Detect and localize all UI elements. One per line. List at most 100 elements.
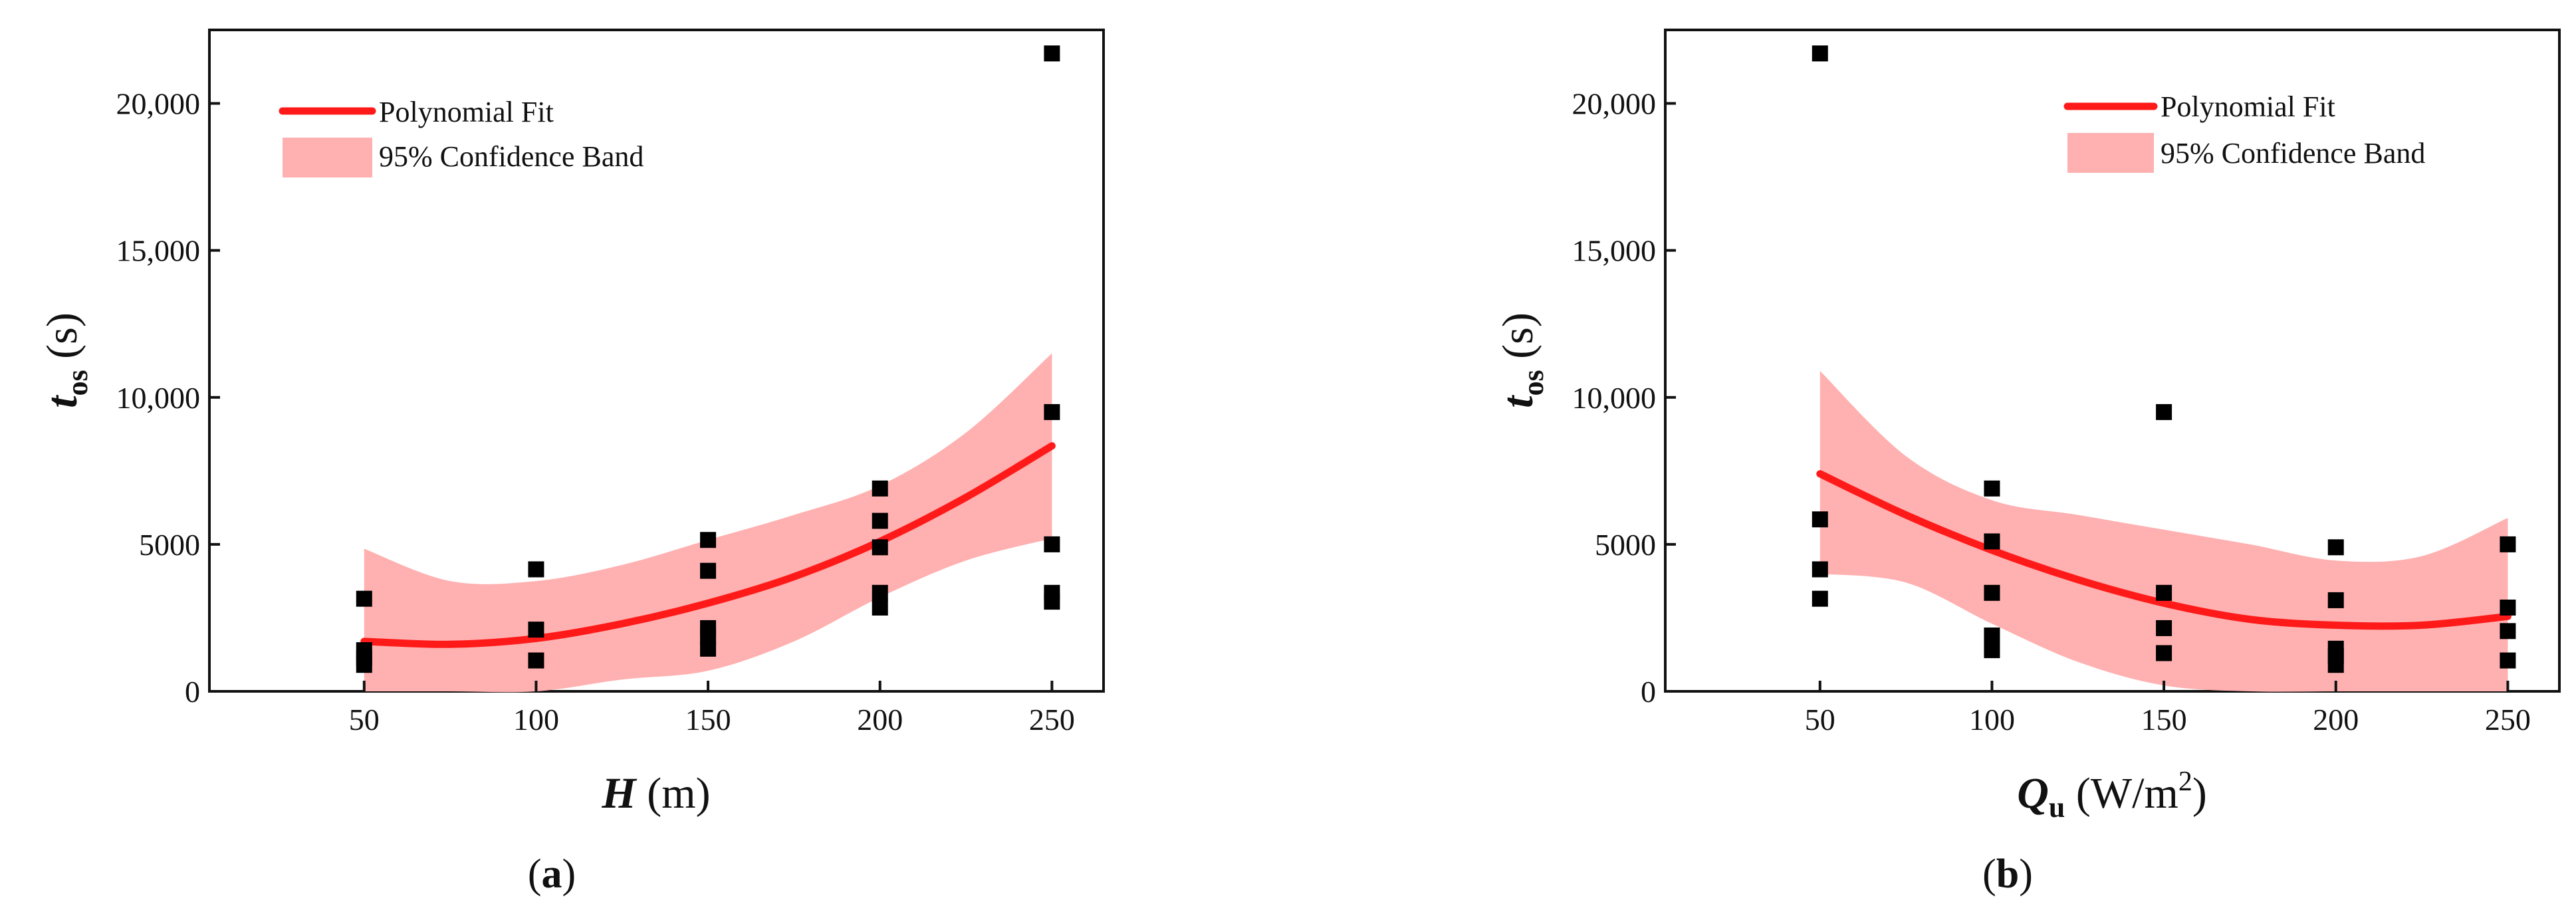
y-axis-ticks: 0 5000 10,000 15,000 20,000 <box>1572 87 1676 709</box>
x-axis-label: Qu (W/m2) <box>2017 766 2207 824</box>
panel-label-a: (a) <box>528 852 576 897</box>
data-point <box>1984 642 2000 659</box>
data-point <box>528 652 544 669</box>
data-point <box>2327 592 2344 608</box>
data-point <box>1044 536 1060 552</box>
data-point <box>2500 599 2516 616</box>
y-axis-label: tos (s) <box>38 312 94 408</box>
fit-layer <box>1816 470 2512 630</box>
polynomial-fit-line <box>1816 470 2512 630</box>
y-axis-unit: (s) <box>1494 312 1542 359</box>
y-tick-label: 20,000 <box>116 87 201 121</box>
x-tick-label: 100 <box>1969 703 2015 737</box>
x-tick-label: 200 <box>857 703 903 737</box>
y-axis-subscript: os <box>1517 370 1550 396</box>
polynomial-fit-line <box>360 442 1056 648</box>
y-tick-label: 5000 <box>1595 528 1656 562</box>
y-tick-label: 15,000 <box>116 234 201 268</box>
plot-frame <box>208 29 1105 693</box>
x-axis-variable: H <box>601 769 638 818</box>
plot-frame <box>1664 29 2561 693</box>
band-layer <box>364 353 1052 693</box>
data-point <box>2327 539 2344 556</box>
x-axis-unit-end: ) <box>2192 769 2207 818</box>
x-axis-subscript: u <box>2049 791 2065 824</box>
data-point <box>356 590 372 607</box>
data-point <box>2500 652 2516 669</box>
legend-fit-label: Polynomial Fit <box>2161 90 2335 123</box>
x-axis-unit: (m) <box>647 769 710 818</box>
data-point <box>700 562 717 579</box>
data-point <box>2156 584 2172 601</box>
chart-panel-b: 50 100 150 200 250 0 5000 10,000 15,000 20,000 P… <box>1494 29 2561 897</box>
x-tick-label: 200 <box>2313 703 2359 737</box>
data-point <box>1984 480 2000 497</box>
data-point <box>1812 511 1828 528</box>
x-axis-variable: Q <box>2017 769 2049 818</box>
x-tick-label: 50 <box>1805 703 1835 737</box>
y-tick-label: 0 <box>1641 675 1656 709</box>
data-point <box>1044 403 1060 420</box>
data-point <box>1812 590 1828 607</box>
data-point <box>872 599 888 616</box>
data-point <box>1812 561 1828 578</box>
data-point <box>700 532 717 548</box>
y-axis-label: tos (s) <box>1494 312 1550 408</box>
y-axis-variable: t <box>38 395 86 408</box>
data-point <box>1984 627 2000 643</box>
y-tick-label: 15,000 <box>1572 234 1657 268</box>
data-point <box>356 657 372 673</box>
x-axis-unit: (W/m <box>2076 769 2178 818</box>
data-point <box>2156 620 2172 636</box>
x-axis-ticks: 50 100 150 200 250 <box>349 681 1075 737</box>
x-tick-label: 150 <box>2141 703 2187 737</box>
data-point <box>700 640 717 657</box>
legend-band-swatch <box>283 138 372 177</box>
legend-fit-label: Polynomial Fit <box>379 96 554 128</box>
x-axis-superscript: 2 <box>2178 766 2192 797</box>
data-point <box>2500 623 2516 639</box>
band-layer <box>1819 370 2508 692</box>
y-tick-label: 0 <box>185 675 200 709</box>
x-tick-label: 150 <box>685 703 731 737</box>
x-tick-label: 100 <box>513 703 559 737</box>
data-point <box>872 513 888 529</box>
y-tick-label: 10,000 <box>116 381 201 415</box>
data-point <box>2500 536 2516 552</box>
data-point <box>2156 403 2172 420</box>
confidence-band <box>1819 370 2508 692</box>
y-tick-label: 5000 <box>139 528 200 562</box>
data-point <box>2156 645 2172 661</box>
data-point <box>528 622 544 638</box>
point-layer <box>1812 45 2516 673</box>
legend-band-label: 95% Confidence Band <box>379 140 644 173</box>
data-point <box>1984 584 2000 601</box>
data-point <box>1812 45 1828 62</box>
legend-band-swatch <box>2067 133 2154 173</box>
confidence-band <box>364 353 1052 693</box>
data-point <box>1044 45 1060 62</box>
y-axis-ticks: 0 5000 10,000 15,000 20,000 <box>116 87 220 709</box>
x-tick-label: 250 <box>2485 703 2531 737</box>
legend-band-label: 95% Confidence Band <box>2161 137 2425 170</box>
y-tick-label: 10,000 <box>1572 381 1657 415</box>
data-point <box>2327 657 2344 673</box>
x-tick-label: 50 <box>349 703 380 737</box>
x-tick-label: 250 <box>1029 703 1075 737</box>
fit-layer <box>360 442 1056 648</box>
point-layer <box>356 45 1060 673</box>
data-point <box>872 480 888 497</box>
data-point <box>872 539 888 556</box>
y-axis-subscript: os <box>61 370 94 396</box>
data-point <box>1044 594 1060 610</box>
y-axis-unit: (s) <box>38 312 86 359</box>
data-point <box>528 561 544 578</box>
panel-label-b: (b) <box>1982 852 2033 897</box>
x-axis-label: H (m) <box>601 769 710 818</box>
data-point <box>872 584 888 601</box>
chart-panel-a: 50 100 150 200 250 0 5000 10,000 15,000 20,000 P… <box>38 29 1105 897</box>
legend: Polynomial Fit 95% Confidence Band <box>2063 90 2425 173</box>
legend: Polynomial Fit 95% Confidence Band <box>279 96 644 177</box>
x-axis-ticks: 50 100 150 200 250 <box>1805 681 2531 737</box>
